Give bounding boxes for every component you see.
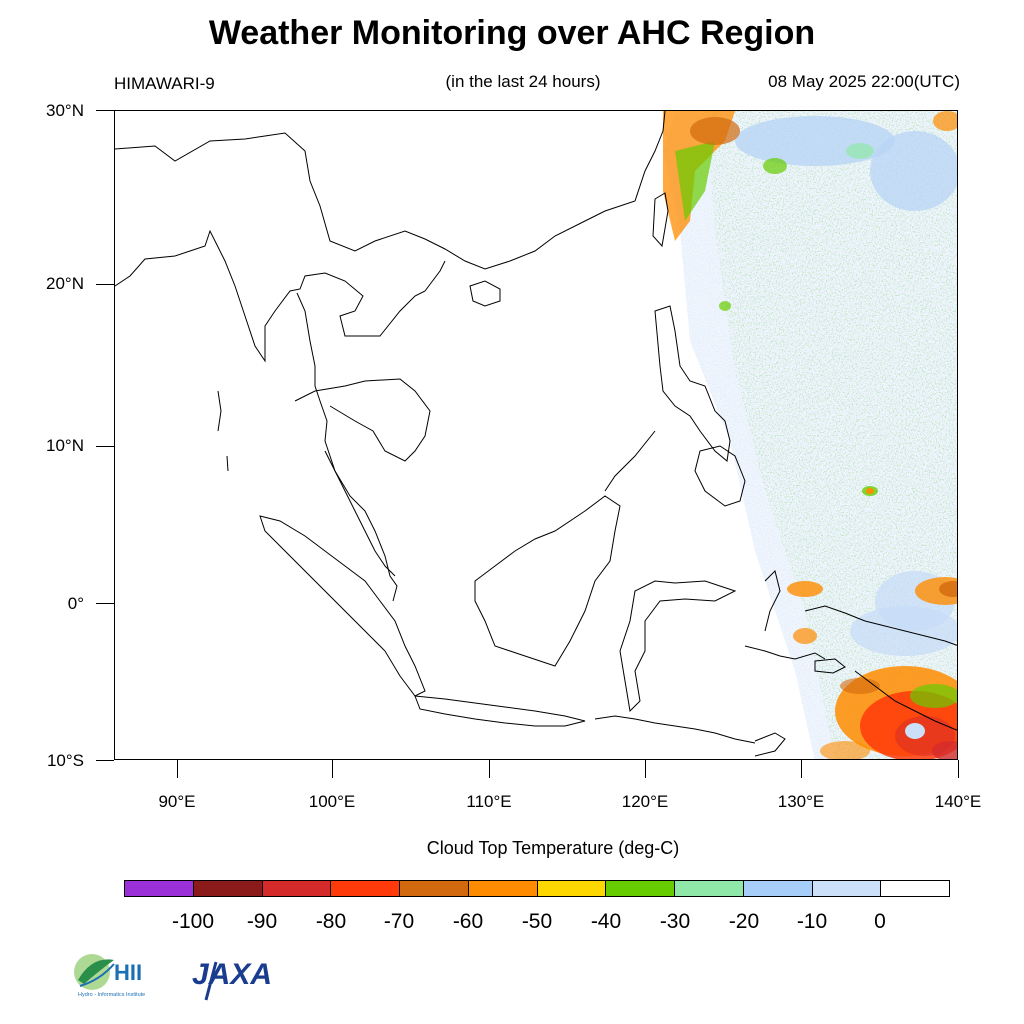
colorbar-label: -60 (452, 910, 484, 933)
map-canvas (115, 111, 957, 759)
colorbar-label: -100 (171, 910, 215, 933)
colorbar-segment (606, 881, 675, 896)
colorbar-label: 0 (874, 910, 886, 933)
colorbar-title: Cloud Top Temperature (deg-C) (426, 838, 680, 858)
colorbar (124, 880, 950, 897)
colorbar-segment (468, 881, 538, 896)
lon-tick (489, 760, 490, 778)
colorbar-segment (400, 881, 469, 896)
lon-label-100e: 100°E (308, 792, 356, 811)
colorbar-label: -70 (383, 910, 415, 933)
lon-tick (332, 760, 333, 778)
lat-label-20n: 20°N (46, 274, 84, 293)
colorbar-label: -30 (659, 910, 691, 933)
hii-logo-subtext: Hydro - Informatics Institute (78, 992, 145, 998)
colorbar-label: -90 (246, 910, 278, 933)
lon-tick (177, 760, 178, 778)
lat-label-10n: 10°N (46, 436, 84, 455)
jaxa-logo: JAXA (186, 952, 276, 1004)
lon-tick (645, 760, 646, 778)
lon-label-140e: 140°E (934, 792, 982, 811)
lat-label-30n: 30°N (46, 101, 84, 120)
hii-logo: HII Hydro - Informatics Institute (70, 950, 160, 1002)
colorbar-segment (125, 881, 194, 896)
lon-label-120e: 120°E (621, 792, 669, 811)
lat-tick (96, 760, 114, 761)
lon-label-110e: 110°E (466, 792, 512, 811)
colorbar-segment (812, 881, 882, 896)
colorbar-segment (881, 881, 949, 896)
map-title: Weather Monitoring over AHC Region (208, 14, 816, 52)
lat-tick (96, 284, 114, 285)
coastlines (115, 111, 957, 757)
colorbar-segment (262, 881, 332, 896)
lon-tick (958, 760, 959, 778)
colorbar-segment (331, 881, 400, 896)
lat-tick (96, 603, 114, 604)
satellite-name: HIMAWARI-9 (114, 74, 215, 93)
observation-datetime: 08 May 2025 22:00(UTC) (768, 72, 960, 91)
lat-tick (96, 446, 114, 447)
lat-label-10s: 10°S (46, 751, 84, 770)
jaxa-logo-text: JAXA (192, 958, 272, 991)
lat-tick (96, 110, 114, 111)
colorbar-label: -40 (590, 910, 622, 933)
lon-label-90e: 90°E (158, 792, 196, 811)
colorbar-label: -10 (796, 910, 828, 933)
lon-tick (801, 760, 802, 778)
colorbar-label: -80 (315, 910, 347, 933)
lon-label-130e: 130°E (777, 792, 825, 811)
time-period: (in the last 24 hours) (445, 72, 601, 91)
lat-label-equator: 0° (67, 594, 84, 613)
weather-map[interactable] (114, 110, 958, 760)
hii-logo-text: HII (114, 960, 142, 985)
colorbar-segment (537, 881, 607, 896)
colorbar-label: -20 (728, 910, 760, 933)
colorbar-segment (675, 881, 744, 896)
colorbar-label: -50 (521, 910, 553, 933)
cloud-field (663, 111, 957, 759)
colorbar-segment (743, 881, 813, 896)
colorbar-segment (193, 881, 263, 896)
